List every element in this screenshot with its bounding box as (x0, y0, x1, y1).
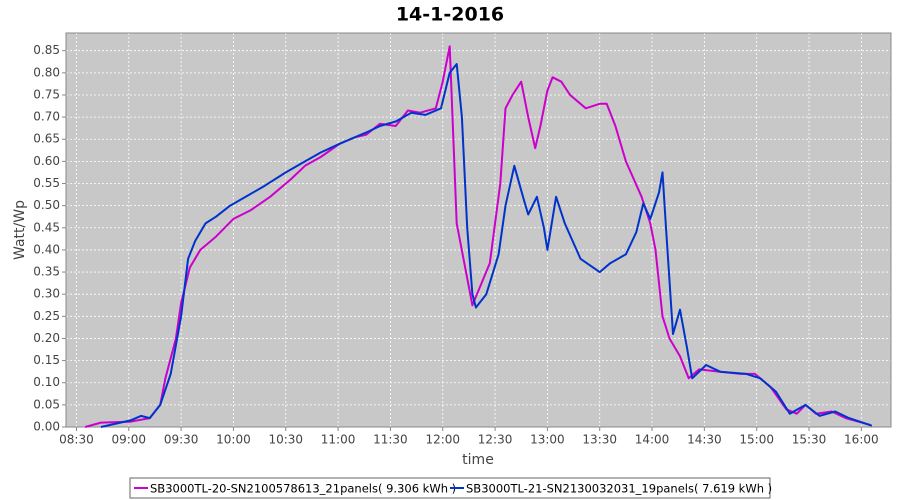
x-tick-label: 10:00 (216, 433, 251, 447)
series-line (100, 63, 873, 428)
chart-title: 14-1-2016 (396, 4, 504, 26)
y-tick-label: 0.10 (33, 375, 60, 389)
legend-label: SB3000TL-21-SN2130032031_19panels( 7.619… (466, 482, 772, 496)
y-tick-label: 0.55 (33, 176, 60, 190)
y-tick-label: 0.45 (33, 220, 60, 234)
x-tick-label: 11:30 (373, 433, 408, 447)
x-tick-label: 14:00 (635, 433, 670, 447)
plot-area (66, 33, 891, 427)
y-tick-label: 0.70 (33, 110, 60, 124)
y-tick-label: 0.25 (33, 309, 60, 323)
y-axis-label: Watt/Wp (12, 200, 28, 260)
x-tick-label: 10:30 (268, 433, 303, 447)
legend-label: SB3000TL-20-SN2100578613_21panels( 9.306… (150, 482, 456, 496)
y-tick-label: 0.75 (33, 87, 60, 101)
y-tick-label: 0.35 (33, 265, 60, 279)
y-tick-label: 0.65 (33, 132, 60, 146)
plot-border (65, 32, 892, 428)
y-tick-label: 0.15 (33, 353, 60, 367)
x-tick-label: 08:30 (59, 433, 94, 447)
x-tick-label: 13:00 (530, 433, 565, 447)
y-tick-label: 0.60 (33, 154, 60, 168)
x-tick-label: 12:00 (425, 433, 460, 447)
y-tick-label: 0.85 (33, 43, 60, 57)
y-tick-label: 0.30 (33, 287, 60, 301)
x-tick-label: 12:30 (478, 433, 513, 447)
y-tick-label: 0.80 (33, 65, 60, 79)
x-tick-label: 15:30 (792, 433, 827, 447)
y-tick-label: 0.05 (33, 397, 60, 411)
x-tick-label: 09:00 (111, 433, 146, 447)
y-tick-label: 0.40 (33, 242, 60, 256)
y-tick-label: 0.20 (33, 331, 60, 345)
y-tick-label: 0.50 (33, 198, 60, 212)
x-tick-label: 09:30 (164, 433, 199, 447)
x-axis-label: time (462, 452, 494, 468)
x-tick-label: 15:00 (739, 433, 774, 447)
series-line (84, 45, 871, 428)
x-tick-label: 16:00 (844, 433, 879, 447)
x-tick-label: 11:00 (321, 433, 356, 447)
x-tick-label: 14:30 (687, 433, 722, 447)
y-tick-label: 0.00 (33, 420, 60, 434)
x-tick-label: 13:30 (582, 433, 617, 447)
